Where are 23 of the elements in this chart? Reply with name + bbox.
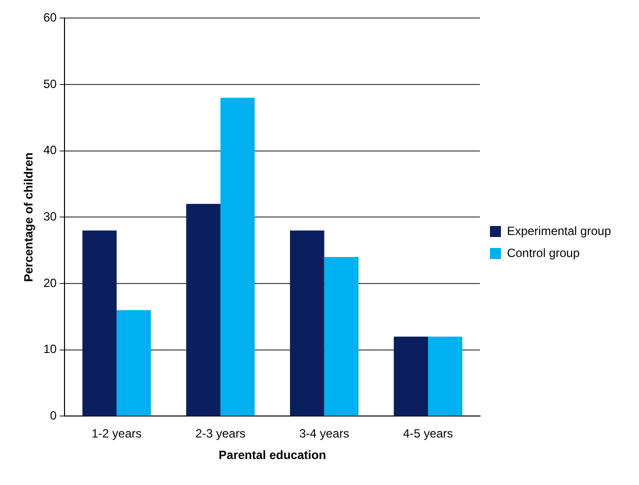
bar (324, 257, 358, 416)
y-tick-label: 20 (43, 276, 58, 290)
y-tick-label: 50 (43, 76, 58, 91)
y-tick-label: 30 (43, 210, 58, 224)
x-tick-label: 3-4 years (299, 426, 350, 441)
bar (116, 310, 151, 416)
bar (82, 230, 117, 416)
y-tick-label: 40 (43, 143, 58, 158)
bar (428, 336, 462, 416)
x-tick-label: 4-5 years (403, 426, 454, 441)
y-tick-label: 60 (43, 10, 58, 25)
x-tick-label: 2-3 years (195, 426, 246, 441)
bar (220, 98, 255, 416)
y-tick-label: 0 (50, 408, 58, 423)
x-tick-label: 1-2 years (92, 426, 142, 441)
legend-label: Control group (506, 246, 580, 260)
y-axis-title: Percentage of children (22, 152, 36, 282)
x-axis-title: Parental education (218, 448, 326, 462)
y-tick-label: 10 (43, 342, 58, 356)
bar (394, 336, 428, 416)
bar (290, 230, 324, 416)
bar (186, 204, 220, 416)
legend-label: Experimental group (506, 224, 612, 238)
